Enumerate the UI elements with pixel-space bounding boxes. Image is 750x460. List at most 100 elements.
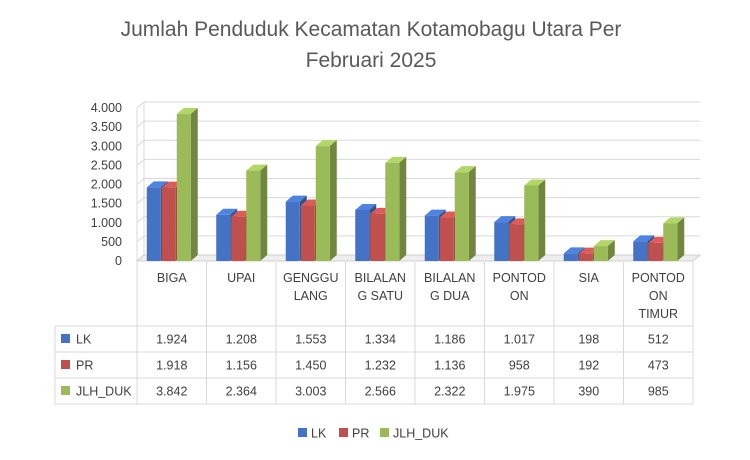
category-label: ON <box>510 289 529 303</box>
category-label: GENGGU <box>283 271 339 285</box>
bar-lk <box>494 222 509 261</box>
bar-jlh-duk <box>315 146 330 261</box>
legend-key <box>380 428 389 437</box>
category-label: PONTOD <box>493 271 546 285</box>
legend-label: JLH_DUK <box>393 427 449 441</box>
data-table-value: 1.334 <box>365 333 396 347</box>
category-label: UPAI <box>227 271 255 285</box>
data-table-value: 1.232 <box>365 359 396 373</box>
bar-pr <box>439 217 454 261</box>
legend-label: PR <box>352 427 369 441</box>
data-table-value: 1.156 <box>226 359 257 373</box>
data-table-value: 473 <box>648 359 669 373</box>
data-table-value: 1.208 <box>226 333 257 347</box>
data-table-value: 3.003 <box>295 385 326 399</box>
data-table-value: 1.975 <box>504 385 535 399</box>
y-tick-label: 0 <box>115 254 122 268</box>
y-tick-label: 4.000 <box>91 101 122 115</box>
data-table-value: 2.364 <box>226 385 257 399</box>
bar-pr <box>300 205 315 261</box>
row-legend-key <box>61 386 70 395</box>
category-label: TIMUR <box>638 307 678 321</box>
bar-jlh-duk <box>663 223 678 261</box>
legend-key <box>339 428 348 437</box>
bar-lk <box>633 241 648 261</box>
bar-lk <box>216 214 231 261</box>
bar-pr <box>370 213 385 261</box>
chart-title-line: Jumlah Penduduk Kecamatan Kotamobagu Uta… <box>121 18 622 41</box>
category-label: SIA <box>579 271 600 285</box>
y-tick-label: 500 <box>101 235 122 249</box>
data-table-value: 1.186 <box>434 333 465 347</box>
data-table-value: 1.017 <box>504 333 535 347</box>
data-table-value: 390 <box>578 385 599 399</box>
bar-side <box>538 179 546 261</box>
gridline-side <box>136 158 145 166</box>
bar-lk <box>563 253 578 261</box>
category-label: G DUA <box>430 289 470 303</box>
bar-pr <box>648 242 663 261</box>
category-label: LANG <box>294 289 328 303</box>
gridline-side <box>136 101 145 109</box>
bar-pr <box>231 216 246 261</box>
bar-lk <box>424 215 439 261</box>
bar-side <box>329 140 337 261</box>
y-tick-label: 3.000 <box>91 139 122 153</box>
bar-side <box>677 217 685 261</box>
data-table-value: 2.322 <box>434 385 465 399</box>
category-label: G SATU <box>357 289 403 303</box>
chart-title-line: Februari 2025 <box>306 49 437 72</box>
y-tick-label: 1.000 <box>91 216 122 230</box>
legend-label: LK <box>311 427 327 441</box>
series-row-label: JLH_DUK <box>76 385 132 399</box>
gridline-side <box>136 216 145 224</box>
category-label: BILALAN <box>424 271 475 285</box>
data-table-value: 1.136 <box>434 359 465 373</box>
category-label: BILALAN <box>355 271 406 285</box>
data-table-value: 1.918 <box>156 359 187 373</box>
y-tick-label: 1.500 <box>91 197 122 211</box>
gridline-side <box>136 178 145 185</box>
category-label: BIGA <box>157 271 188 285</box>
y-tick-label: 2.000 <box>91 178 122 192</box>
bar-pr <box>161 187 176 261</box>
bar-side <box>399 156 407 261</box>
bar-jlh-duk <box>385 162 400 261</box>
series-row-label: LK <box>76 333 92 347</box>
data-table-value: 2.566 <box>365 385 396 399</box>
data-table-value: 1.450 <box>295 359 326 373</box>
bar-side <box>190 108 198 261</box>
bar-lk <box>355 209 370 261</box>
bar-pr <box>509 224 524 261</box>
gridline-side <box>136 197 145 205</box>
data-table-value: 1.924 <box>156 333 187 347</box>
y-tick-label: 3.500 <box>91 120 122 134</box>
category-label: ON <box>649 289 668 303</box>
row-legend-key <box>61 360 70 369</box>
data-table-value: 1.553 <box>295 333 326 347</box>
bar-side <box>607 240 615 261</box>
bar-side <box>260 164 268 261</box>
legend-key <box>298 428 307 437</box>
data-table-value: 985 <box>648 385 669 399</box>
series-row-label: PR <box>76 359 93 373</box>
data-table-value: 3.842 <box>156 385 187 399</box>
gridline-side <box>136 235 145 243</box>
data-table-value: 192 <box>578 359 599 373</box>
bar-lk <box>146 187 161 261</box>
bar-jlh-duk <box>593 246 608 261</box>
data-table-value: 958 <box>509 359 530 373</box>
bar-side <box>468 166 476 261</box>
bar-pr <box>578 253 593 261</box>
data-table-value: 198 <box>578 333 599 347</box>
bar-jlh-duk <box>454 172 469 261</box>
data-table-value: 512 <box>648 333 669 347</box>
row-legend-key <box>61 334 70 343</box>
gridline-side <box>136 120 145 128</box>
bar-jlh-duk <box>524 185 539 261</box>
y-tick-label: 2.500 <box>91 158 122 172</box>
bar-jlh-duk <box>246 170 261 261</box>
bar-lk <box>285 201 300 261</box>
